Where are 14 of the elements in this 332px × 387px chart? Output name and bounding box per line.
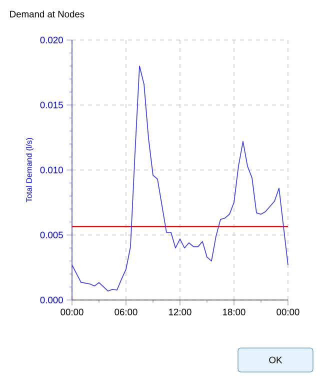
x-tick-label: 18:00 (223, 308, 246, 316)
y-tick-label: 0.000 (40, 296, 63, 304)
y-axis-title: Total Demand (l/s) (26, 138, 34, 202)
text: OK (269, 356, 282, 364)
chart-title: Demand at Nodes (10, 10, 84, 18)
y-tick-label: 0.010 (40, 166, 63, 174)
y-tick-label: 0.005 (40, 232, 63, 238)
y-tick-label: 0.015 (40, 102, 63, 108)
x-tick-label: 06:00 (114, 308, 138, 316)
x-tick-label: 00:00 (60, 308, 84, 316)
line-series (72, 66, 288, 292)
y-tick-label: 0.020 (40, 36, 63, 44)
x-tick-label: 00:00 (276, 308, 300, 316)
x-tick-label: 12:00 (169, 308, 192, 316)
